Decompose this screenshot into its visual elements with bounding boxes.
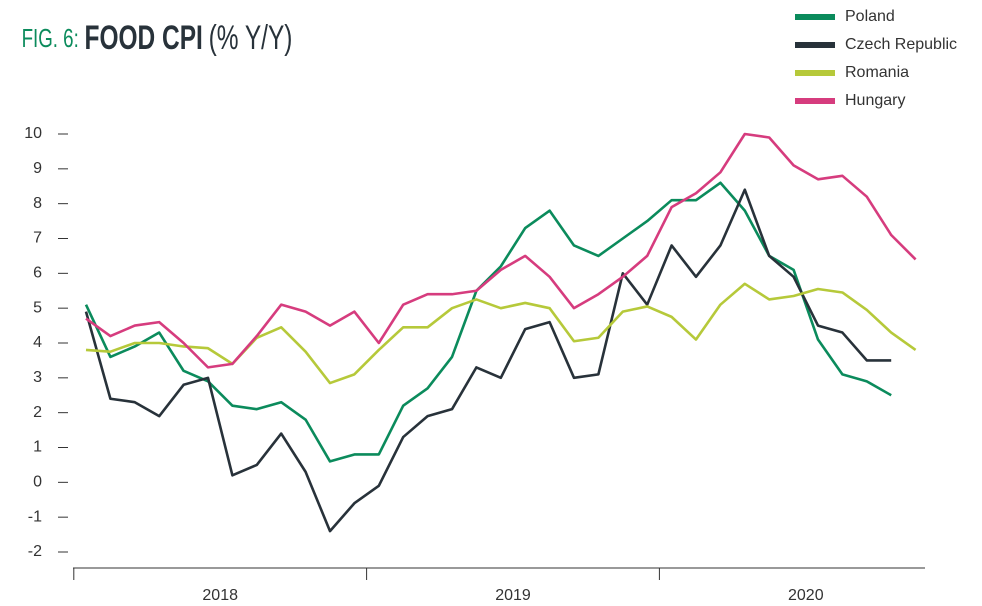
y-tick-label: 0 (33, 474, 42, 491)
chart-title: FIG. 6: FOOD CPI (% Y/Y) (22, 19, 293, 57)
series-line (85, 132, 917, 369)
y-tick-label: 2 (33, 404, 42, 421)
x-tick-label: 2018 (202, 587, 238, 604)
y-tick-label: 1 (33, 439, 42, 456)
legend-label: Romania (845, 64, 909, 81)
legend-label: Czech Republic (845, 36, 957, 53)
subtitle: (% Y/Y) (209, 19, 293, 57)
title-main: FOOD CPI (85, 19, 203, 57)
x-tick-label: 2020 (788, 587, 824, 604)
y-tick-label: 7 (33, 230, 42, 247)
legend-swatch (795, 70, 835, 76)
y-tick-label: 9 (33, 160, 42, 177)
legend-swatch (795, 98, 835, 104)
y-tick-label: 6 (33, 265, 42, 282)
title-prefix: FIG. 6: (22, 23, 79, 53)
y-tick-label: 10 (24, 125, 42, 142)
legend-label: Hungary (845, 92, 905, 109)
legend-swatch (795, 14, 835, 20)
series-line (84, 188, 892, 533)
y-tick-label: 3 (33, 369, 42, 386)
y-tick-label: -1 (28, 508, 42, 525)
y-tick-label: 8 (33, 195, 42, 212)
x-tick-label: 2019 (495, 587, 531, 604)
series-line (84, 181, 892, 463)
legend-label: Poland (845, 8, 895, 25)
y-tick-label: 5 (33, 299, 42, 316)
y-tick-label: 4 (33, 334, 42, 351)
series-line (85, 282, 917, 385)
y-tick-label: -2 (28, 543, 42, 560)
legend-swatch (795, 42, 835, 48)
